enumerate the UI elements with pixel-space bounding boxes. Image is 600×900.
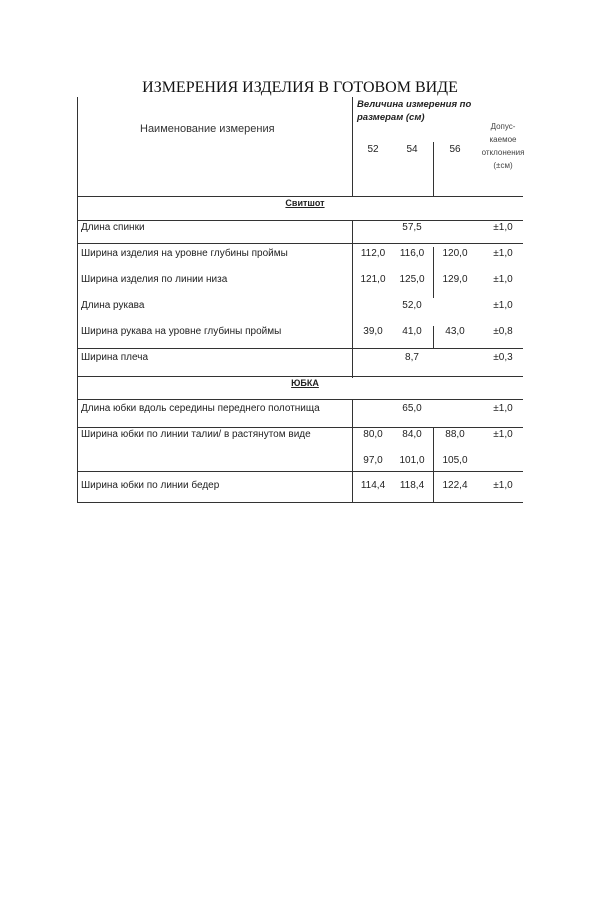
header-tolerance: Допус- — [490, 122, 516, 131]
row-divider — [77, 399, 523, 400]
table-border-bottom — [77, 502, 523, 503]
row-divider — [77, 427, 523, 428]
measurement-value: 121,0 — [360, 274, 386, 285]
measurement-value: 120,0 — [442, 248, 468, 259]
tolerance-value: ±1,0 — [493, 300, 513, 311]
header-tolerance: (±см) — [493, 161, 513, 170]
tolerance-value: ±1,0 — [493, 480, 513, 491]
measurement-value: 125,0 — [399, 274, 425, 285]
measurement-value: 57,5 — [402, 222, 422, 233]
measurement-value: 80,0 — [363, 429, 383, 440]
measurement-value: 41,0 — [402, 326, 422, 337]
column-divider — [352, 399, 353, 503]
measurement-value: 43,0 — [445, 326, 465, 337]
measurement-name: Ширина рукава на уровне глубины проймы — [81, 326, 282, 337]
tolerance-value: ±1,0 — [493, 274, 513, 285]
row-divider — [77, 348, 523, 349]
header-sizes-label: Величина измерения по — [357, 99, 472, 110]
measurement-value: 65,0 — [402, 403, 422, 414]
measurement-name: Ширина изделия на уровне глубины проймы — [81, 248, 288, 259]
document-title: ИЗМЕРЕНИЯ ИЗДЕЛИЯ В ГОТОВОМ ВИДЕ — [142, 79, 458, 96]
header-tolerance: каемое — [489, 135, 517, 144]
measurement-name: Длина юбки вдоль середины переднего поло… — [81, 403, 320, 414]
tolerance-value: ±1,0 — [493, 429, 513, 440]
column-divider — [352, 220, 353, 378]
tolerance-value: ±1,0 — [493, 248, 513, 259]
row-divider — [77, 243, 523, 244]
header-size-54: 54 — [406, 144, 418, 155]
measurement-value: 84,0 — [402, 429, 422, 440]
measurement-value: 118,4 — [399, 480, 425, 491]
tolerance-value: ±0,8 — [493, 326, 513, 337]
measurement-name: Ширина юбки по линии талии/ в растянутом… — [81, 429, 311, 440]
row-divider — [77, 471, 523, 472]
header-sizes-label: размерам (см) — [357, 112, 425, 123]
header-size-56: 56 — [449, 144, 461, 155]
column-divider — [433, 142, 434, 197]
measurement-value: 88,0 — [445, 429, 465, 440]
measurement-name: Ширина изделия по линии низа — [81, 274, 228, 285]
measurement-value: 52,0 — [402, 300, 422, 311]
section-title: ЮБКА — [291, 378, 319, 388]
measurement-value: 101,0 — [399, 455, 425, 466]
measurement-name: Длина рукава — [81, 300, 145, 311]
measurement-value: 112,0 — [360, 248, 386, 259]
row-divider — [77, 220, 523, 221]
column-divider — [433, 427, 434, 502]
measurement-value: 105,0 — [442, 455, 468, 466]
tolerance-value: ±1,0 — [493, 222, 513, 233]
measurement-value: 116,0 — [399, 248, 425, 259]
measurement-name: Ширина плеча — [81, 352, 149, 363]
row-divider — [77, 376, 523, 377]
measurement-name: Длина спинки — [81, 222, 145, 233]
tolerance-value: ±0,3 — [493, 352, 513, 363]
measurement-value: 129,0 — [442, 274, 468, 285]
measurement-value: 97,0 — [363, 455, 383, 466]
section-title: Свитшот — [285, 198, 325, 208]
row-divider — [77, 196, 523, 197]
measurement-value: 39,0 — [363, 326, 383, 337]
column-divider — [352, 97, 353, 197]
header-tolerance: отклонения — [481, 148, 525, 157]
measurement-value: 8,7 — [405, 352, 419, 363]
column-divider — [433, 326, 434, 349]
column-divider — [433, 247, 434, 298]
measurement-value: 122,4 — [442, 480, 468, 491]
measurement-value: 114,4 — [360, 480, 386, 491]
tolerance-value: ±1,0 — [493, 403, 513, 414]
measurement-name: Ширина юбки по линии бедер — [81, 480, 220, 491]
table-border-left — [77, 97, 78, 503]
header-name: Наименование измерения — [140, 123, 275, 135]
header-size-52: 52 — [367, 144, 379, 155]
